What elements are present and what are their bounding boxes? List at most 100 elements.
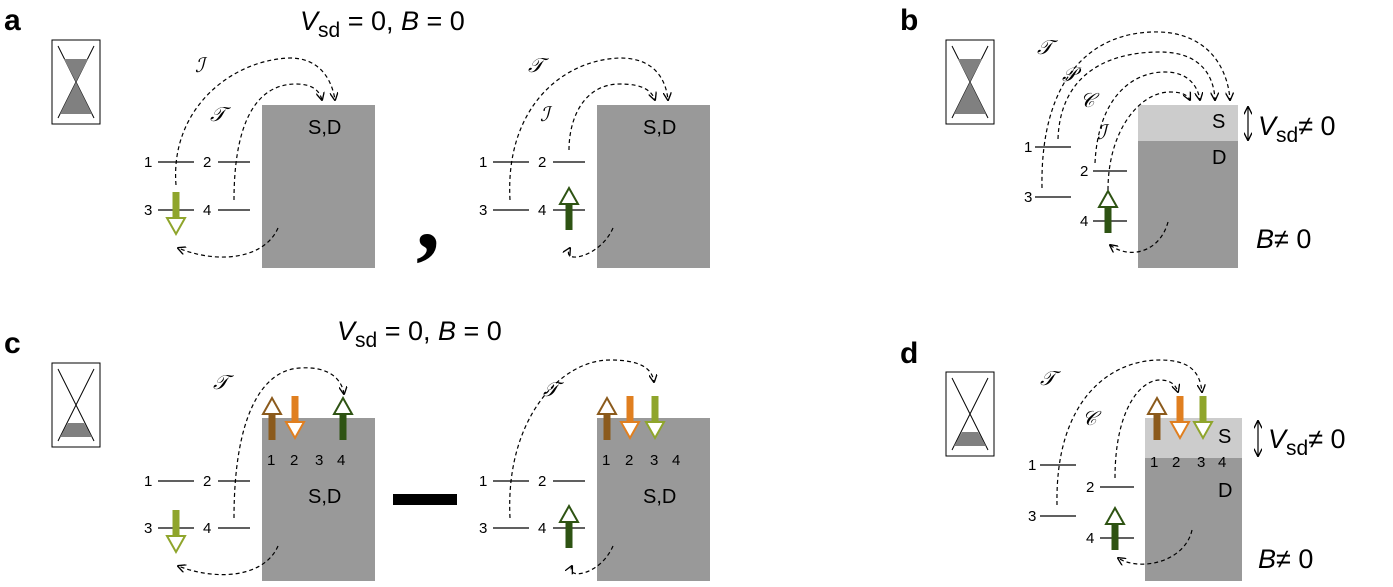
level-label-2: 2: [538, 473, 546, 490]
field-label: B≠ 0: [1256, 224, 1311, 254]
hourglass-icon: [51, 39, 101, 125]
path-i: [568, 83, 655, 151]
path-return: [1118, 529, 1193, 564]
process-i: ℐ: [1097, 120, 1110, 144]
level-label-4: 4: [203, 520, 211, 537]
electrode-label: S,D: [308, 117, 341, 139]
slot-label-3: 3: [650, 452, 658, 469]
level-label-1: 1: [144, 473, 152, 490]
path-t: [1041, 31, 1230, 189]
separator-comma: ,: [416, 162, 440, 269]
process-c: 𝒞: [1080, 88, 1100, 112]
electrode-label: S,D: [308, 486, 341, 508]
spin-up-arrow-icon: [1098, 190, 1118, 234]
source-label: S: [1218, 426, 1231, 448]
path-return: [178, 227, 279, 258]
path-return: [1110, 221, 1169, 253]
path-t: [1056, 359, 1202, 506]
slot-label-2: 2: [1172, 454, 1180, 471]
slot-label-3: 3: [315, 452, 323, 469]
process-t: 𝒯: [1037, 35, 1059, 59]
source-electrode: [1138, 105, 1238, 141]
level-label-2: 2: [1086, 479, 1094, 496]
panel-label-a: a: [4, 4, 21, 37]
field-label: B≠ 0: [1258, 544, 1313, 574]
level-label-3: 3: [479, 202, 487, 219]
panel-label-c: c: [4, 327, 21, 360]
level-label-3: 3: [479, 520, 487, 537]
path-c: [1094, 71, 1200, 164]
electrode-label: S,D: [643, 117, 676, 139]
path-return: [568, 227, 614, 258]
slot-label-1: 1: [267, 452, 275, 469]
path-i: [1107, 92, 1190, 191]
level-label-4: 4: [1086, 530, 1094, 547]
slot-label-4: 4: [672, 452, 680, 469]
path-return: [571, 545, 614, 574]
level-label-4: 4: [538, 520, 546, 537]
panel-label-b: b: [900, 4, 918, 37]
electrode-sd: [262, 418, 375, 581]
diagram-c-left: S,D 1 2 3 4 1 2 3 4 𝒯: [144, 367, 375, 581]
panel-b: b S D 1 2 3 4 𝒯 𝒫 𝒞 ℐ Vsd≠ 0: [900, 4, 1336, 268]
source-label: S: [1212, 111, 1225, 133]
slot-label-1: 1: [602, 452, 610, 469]
level-label-3: 3: [144, 520, 152, 537]
process-p: 𝒫: [1062, 62, 1082, 86]
level-label-2: 2: [1080, 163, 1088, 180]
condition-title-a: Vsd = 0, B = 0: [300, 6, 465, 42]
slot-label-1: 1: [1150, 454, 1158, 471]
level-label-4: 4: [203, 202, 211, 219]
process-t: 𝒯: [213, 370, 235, 394]
level-label-4: 4: [1080, 213, 1088, 230]
level-label-1: 1: [1028, 457, 1036, 474]
process-t: 𝒯: [1040, 366, 1062, 390]
drain-electrode: [1145, 458, 1242, 581]
level-label-2: 2: [203, 473, 211, 490]
spin-up-arrow-icon: [559, 505, 579, 549]
separator-minus: [393, 494, 457, 505]
path-t: [233, 367, 344, 519]
spin-up-arrow-icon: [559, 187, 579, 231]
bias-label: Vsd≠ 0: [1268, 424, 1346, 460]
level-label-3: 3: [1024, 189, 1032, 206]
level-label-2: 2: [203, 154, 211, 171]
electrode-sd: [262, 105, 375, 268]
spin-up-arrow-icon: [1105, 507, 1125, 551]
process-t: 𝒯: [543, 377, 565, 401]
level-label-3: 3: [144, 202, 152, 219]
panel-a: a Vsd = 0, B = 0 S,D 1 2 3 4 ℐ: [4, 4, 710, 269]
source-electrode: [1145, 418, 1242, 458]
electrode-label: S,D: [643, 486, 676, 508]
slot-label-3: 3: [1197, 454, 1205, 471]
path-c: [1114, 379, 1178, 479]
diagram-a-left: S,D 1 2 3 4 ℐ 𝒯: [144, 53, 375, 268]
electrode-sd: [597, 105, 710, 268]
process-c: 𝒞: [1082, 406, 1102, 430]
path-return: [178, 545, 279, 576]
level-label-3: 3: [1028, 508, 1036, 525]
panel-c: c Vsd = 0, B = 0 S,D 1 2 3 4 1 2 3: [4, 316, 710, 581]
hourglass-icon: [945, 39, 995, 125]
spin-down-arrow-icon: [166, 191, 186, 235]
process-t: 𝒯: [210, 102, 232, 126]
path-t: [509, 57, 668, 201]
drain-label: D: [1212, 147, 1226, 169]
path-t: [509, 359, 654, 519]
hourglass-icon: [945, 371, 995, 457]
drain-label: D: [1218, 480, 1232, 502]
diagram-c-right: S,D 1 2 3 4 1 2 3 4 𝒯: [479, 359, 710, 581]
slot-label-4: 4: [1218, 454, 1226, 471]
slot-label-2: 2: [290, 452, 298, 469]
level-label-4: 4: [538, 202, 546, 219]
path-p: [1057, 51, 1215, 140]
panel-label-d: d: [900, 337, 918, 370]
spin-down-arrow-icon: [166, 509, 186, 553]
path-i: [175, 57, 335, 186]
diagram-a-right: S,D 1 2 3 4 𝒯 ℐ: [479, 53, 710, 268]
level-label-1: 1: [479, 154, 487, 171]
slot-label-2: 2: [625, 452, 633, 469]
process-i: ℐ: [540, 102, 553, 126]
level-label-2: 2: [538, 154, 546, 171]
